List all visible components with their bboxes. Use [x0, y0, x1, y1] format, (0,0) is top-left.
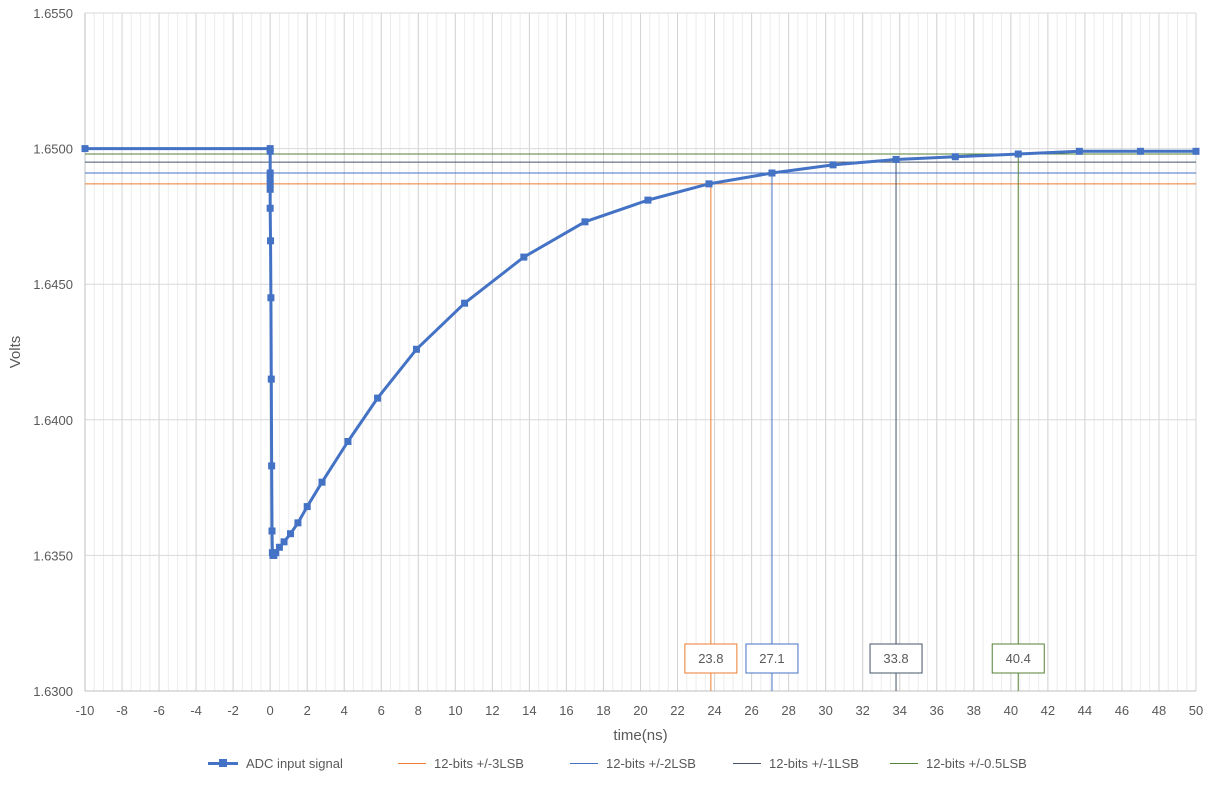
adc-signal-point — [344, 437, 352, 445]
legend-item: 12-bits +/-0.5LSB — [890, 752, 1027, 774]
x-tick-label: 2 — [304, 703, 311, 718]
adc-signal-point — [412, 345, 420, 353]
adc-signal-point — [287, 530, 295, 538]
adc-signal-point — [303, 503, 311, 511]
x-tick-label: 46 — [1115, 703, 1129, 718]
crossing-label-box — [991, 643, 1045, 674]
adc-signal-point — [1075, 147, 1083, 155]
x-tick-label: 14 — [522, 703, 536, 718]
adc-signal-point — [520, 253, 528, 261]
x-tick-label: 36 — [930, 703, 944, 718]
crossing-value-label: 40.4 — [1006, 651, 1031, 666]
x-tick-label: 18 — [596, 703, 610, 718]
legend-item: 12-bits +/-3LSB — [398, 752, 524, 774]
x-tick-label: -2 — [227, 703, 239, 718]
adc-signal-point — [267, 375, 275, 383]
legend-swatch — [890, 758, 918, 768]
adc-signal-point — [267, 237, 275, 245]
adc-signal-point — [266, 169, 274, 177]
x-tick-label: 0 — [267, 703, 274, 718]
x-tick-label: 48 — [1152, 703, 1166, 718]
x-tick-label: 40 — [1004, 703, 1018, 718]
legend-item: ADC input signal — [208, 752, 343, 774]
adc-signal-point — [268, 527, 276, 535]
x-tick-label: 26 — [744, 703, 758, 718]
adc-signal-point — [267, 294, 275, 302]
adc-signal-point — [1192, 147, 1200, 155]
legend-item: 12-bits +/-1LSB — [733, 752, 859, 774]
x-tick-label: 24 — [707, 703, 721, 718]
x-tick-label: 32 — [855, 703, 869, 718]
x-axis-title: time(ns) — [613, 727, 667, 744]
x-tick-label: 44 — [1078, 703, 1092, 718]
x-tick-label: 6 — [378, 703, 385, 718]
chart-legend: ADC input signal 12-bits +/-3LSB 12-bits +… — [0, 752, 1210, 776]
adc-signal-point — [829, 161, 837, 169]
legend-swatch — [208, 758, 238, 768]
legend-label: 12-bits +/-2LSB — [606, 755, 696, 771]
legend-item: 12-bits +/-2LSB — [570, 752, 696, 774]
legend-label: 12-bits +/-1LSB — [769, 755, 859, 771]
y-tick-label: 1.6300 — [33, 684, 73, 699]
adc-signal-point — [81, 145, 89, 153]
y-tick-label: 1.6500 — [33, 142, 73, 157]
y-tick-label: 1.6350 — [33, 548, 73, 563]
crossing-value-label: 23.8 — [698, 651, 723, 666]
legend-swatch — [733, 758, 761, 768]
crossing-value-label: 33.8 — [883, 651, 908, 666]
crossing-label-box — [684, 643, 738, 674]
adc-signal-point — [275, 543, 283, 551]
y-tick-label: 1.6450 — [33, 277, 73, 292]
legend-label: ADC input signal — [246, 755, 343, 771]
x-tick-label: 30 — [818, 703, 832, 718]
x-tick-label: 4 — [341, 703, 348, 718]
y-axis-title: Volts — [7, 336, 24, 369]
x-tick-label: 16 — [559, 703, 573, 718]
adc-signal-point — [266, 180, 274, 188]
adc-signal-point — [461, 299, 469, 307]
adc-signal-point — [951, 153, 959, 161]
x-tick-label: 10 — [448, 703, 462, 718]
adc-signal-point — [644, 196, 652, 204]
legend-swatch — [398, 758, 426, 768]
adc-signal-point — [892, 155, 900, 163]
x-tick-label: 50 — [1189, 703, 1203, 718]
adc-signal-point — [266, 185, 274, 193]
x-tick-label: 8 — [415, 703, 422, 718]
crossing-label-box — [869, 643, 923, 674]
y-tick-label: 1.6400 — [33, 413, 73, 428]
y-tick-label: 1.6550 — [33, 6, 73, 21]
adc-signal-point — [266, 147, 274, 155]
legend-label: 12-bits +/-3LSB — [434, 755, 524, 771]
x-tick-label: 38 — [967, 703, 981, 718]
legend-label: 12-bits +/-0.5LSB — [926, 755, 1027, 771]
adc-signal-point — [272, 549, 280, 557]
x-tick-label: 28 — [781, 703, 795, 718]
crossing-value-label: 27.1 — [759, 651, 784, 666]
x-tick-label: -6 — [153, 703, 165, 718]
adc-signal-point — [294, 519, 302, 527]
legend-swatch — [570, 758, 598, 768]
adc-signal-point — [266, 174, 274, 182]
x-tick-label: -4 — [190, 703, 202, 718]
adc-signal-point — [581, 218, 589, 226]
x-tick-label: 22 — [670, 703, 684, 718]
x-tick-label: 20 — [633, 703, 647, 718]
adc-signal-point — [280, 538, 288, 546]
adc-signal-point — [705, 180, 713, 188]
x-tick-label: 42 — [1041, 703, 1055, 718]
adc-signal-point — [268, 462, 276, 470]
x-tick-label: 34 — [892, 703, 906, 718]
x-tick-label: -8 — [116, 703, 128, 718]
adc-signal-point — [768, 169, 776, 177]
x-tick-label: -10 — [76, 703, 95, 718]
adc-signal-point — [318, 478, 326, 486]
crossing-label-box — [745, 643, 799, 674]
x-tick-label: 12 — [485, 703, 499, 718]
adc-signal-point — [1136, 147, 1144, 155]
adc-signal-point — [266, 204, 274, 212]
adc-signal-point — [374, 394, 382, 402]
adc-signal-point — [1014, 150, 1022, 158]
